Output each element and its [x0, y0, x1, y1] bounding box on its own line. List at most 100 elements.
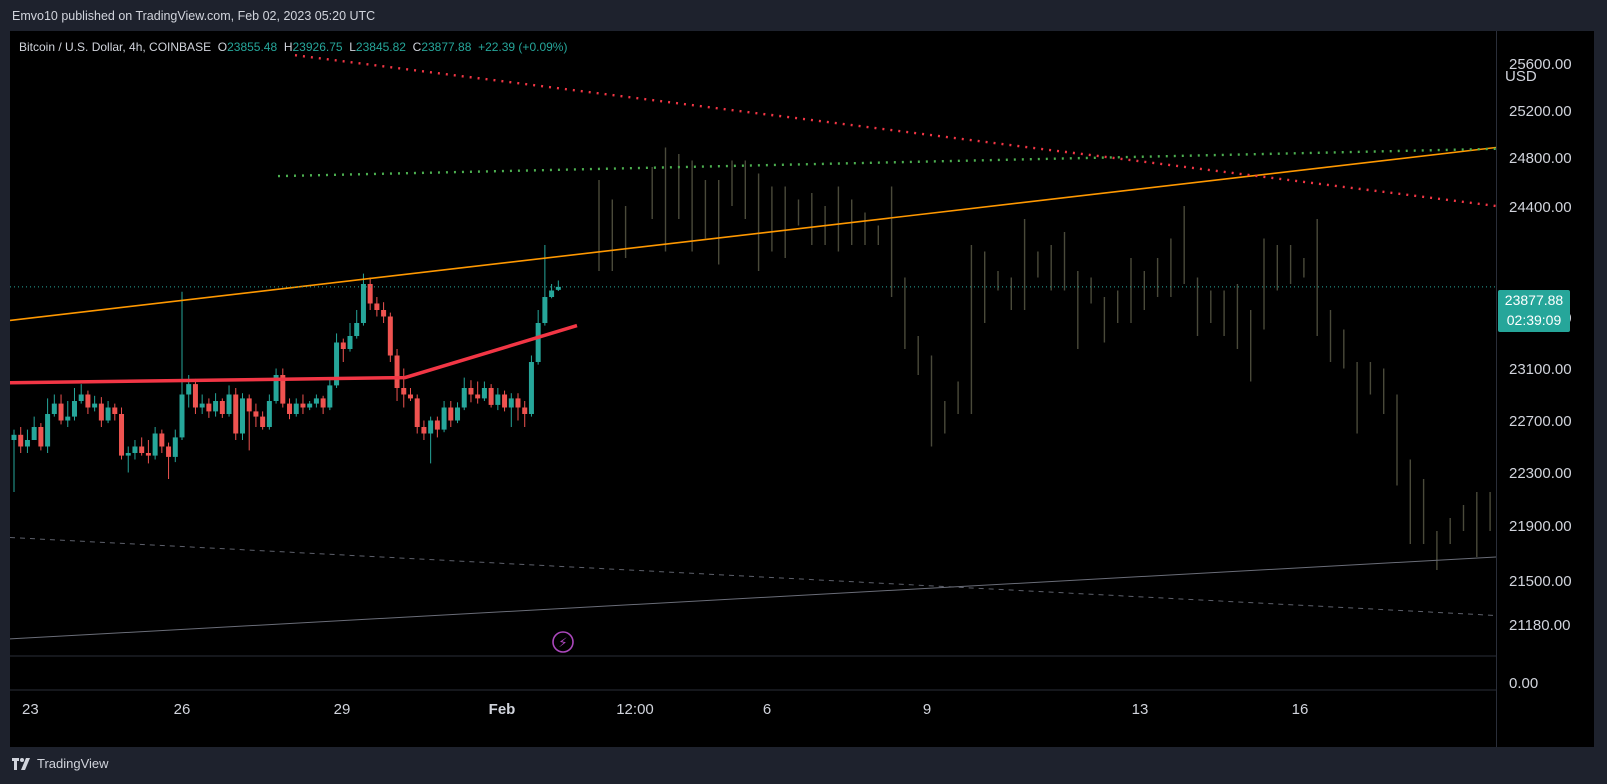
candle-body — [528, 362, 534, 414]
candle-body — [179, 394, 185, 438]
green-dotted-trendline — [277, 147, 1496, 178]
candle-body — [381, 310, 387, 317]
time-axis-label: 13 — [1132, 701, 1149, 718]
price-axis-label: 25200.00 — [1509, 103, 1572, 120]
candle-body — [468, 388, 474, 395]
candle-body — [58, 403, 64, 421]
candle-body — [414, 398, 420, 427]
candle-body — [367, 284, 373, 304]
candle-body — [387, 316, 393, 356]
candlestick-chart[interactable]: ⚡ 23 26 29 Feb 12:00 6 9 13 16 — [10, 31, 1496, 747]
grey-dashed-line — [10, 537, 1496, 616]
candle-body — [206, 403, 212, 412]
price-axis-labels: 25600.0025200.0024800.0024400.0023500.00… — [1509, 56, 1572, 692]
price-axis-label: 21180.00 — [1509, 617, 1570, 634]
candle-body — [172, 437, 178, 457]
candle-body — [213, 401, 219, 412]
candle-body — [307, 403, 313, 408]
time-axis-label: 9 — [923, 701, 931, 718]
low-value: 23845.82 — [355, 40, 406, 54]
candle-body — [300, 403, 306, 408]
candle-body — [239, 398, 245, 434]
candle-body — [145, 453, 151, 456]
candle-body — [401, 388, 407, 395]
candle-body — [51, 403, 57, 414]
candle-body — [24, 440, 30, 447]
candle-body — [374, 303, 380, 310]
red-moving-average — [10, 323, 578, 385]
candle-body — [327, 385, 333, 408]
candle-body — [31, 427, 37, 440]
candle-body — [38, 427, 44, 447]
candle-body — [475, 394, 481, 399]
chart-frame[interactable]: ⚡ 23 26 29 Feb 12:00 6 9 13 16 Bitcoin / U.S. Dol… — [10, 31, 1594, 747]
candle-body — [233, 394, 239, 434]
candle-body — [502, 394, 508, 408]
candle-body — [522, 407, 528, 414]
candle-body — [65, 416, 71, 421]
price-axis-label: 24400.00 — [1509, 199, 1572, 216]
price-pane[interactable]: ⚡ 23 26 29 Feb 12:00 6 9 13 16 — [10, 31, 1496, 747]
candle-body — [287, 403, 293, 414]
last-price-tag: 23877.88 02:39:09 — [1498, 290, 1570, 332]
symbol-title[interactable]: Bitcoin / U.S. Dollar, 4h, COINBASE — [19, 40, 212, 54]
last-price-value: 23877.88 — [1504, 292, 1564, 308]
candle-body — [18, 434, 24, 447]
candle-body — [407, 394, 413, 399]
candle-body — [85, 394, 91, 408]
candle-body — [461, 388, 467, 408]
candle-body — [508, 398, 514, 408]
candle-body — [112, 407, 118, 414]
open-label: O — [217, 40, 228, 54]
candle-body — [152, 433, 158, 456]
time-axis-label: 23 — [22, 701, 39, 718]
candle-body — [515, 398, 521, 408]
high-label: H — [283, 40, 293, 54]
candle-body — [273, 375, 279, 401]
candle-body — [320, 398, 326, 408]
candle-body — [266, 401, 272, 427]
candle-body — [166, 446, 172, 457]
publisher-line: Emvo10 published on TradingView.com, Feb… — [12, 9, 376, 23]
currency-label[interactable]: USD — [1505, 68, 1537, 85]
candle-body — [495, 394, 501, 405]
candle-body — [555, 286, 561, 290]
candle-body — [542, 297, 548, 323]
price-axis-label: 25600.00 — [1509, 56, 1572, 73]
candle-body — [119, 414, 125, 456]
candle-body — [293, 403, 299, 414]
candle-body — [280, 375, 286, 404]
price-axis-label: 0.00 — [1509, 675, 1538, 692]
candle-body — [260, 416, 266, 427]
price-axis[interactable]: 25600.0025200.0024800.0024400.0023500.00… — [1496, 31, 1595, 747]
time-axis-label: 26 — [174, 701, 191, 718]
price-axis-label: 24800.00 — [1509, 150, 1572, 167]
lightning-icon: ⚡ — [558, 635, 567, 650]
candle-body — [45, 414, 51, 447]
candle-body — [159, 433, 165, 447]
symbol-legend: Bitcoin / U.S. Dollar, 4h, COINBASE O 238… — [19, 40, 567, 54]
candle-body — [139, 446, 145, 453]
candle-body — [253, 411, 259, 417]
footer-brand[interactable]: TradingView — [12, 756, 109, 771]
time-axis-label: 16 — [1292, 701, 1309, 718]
price-axis-label: 21900.00 — [1509, 518, 1572, 535]
candle-body — [334, 342, 340, 386]
candle-body — [125, 453, 131, 456]
candle-body — [199, 403, 205, 408]
candle-body — [549, 290, 555, 297]
tradingview-logo-icon — [12, 757, 30, 770]
candle-body — [105, 407, 111, 421]
candle-body — [340, 342, 346, 349]
candle-body — [192, 384, 198, 408]
low-label: L — [349, 40, 356, 54]
price-axis-label: 22300.00 — [1509, 465, 1572, 482]
candle-body — [421, 427, 427, 434]
price-axis-label: 23100.00 — [1509, 361, 1572, 378]
time-axis-label: 12:00 — [616, 701, 654, 718]
high-value: 23926.75 — [292, 40, 343, 54]
candle-body — [354, 323, 360, 336]
candle-body — [448, 407, 454, 421]
candle-body — [219, 401, 225, 414]
orange-trendline — [10, 146, 1496, 322]
